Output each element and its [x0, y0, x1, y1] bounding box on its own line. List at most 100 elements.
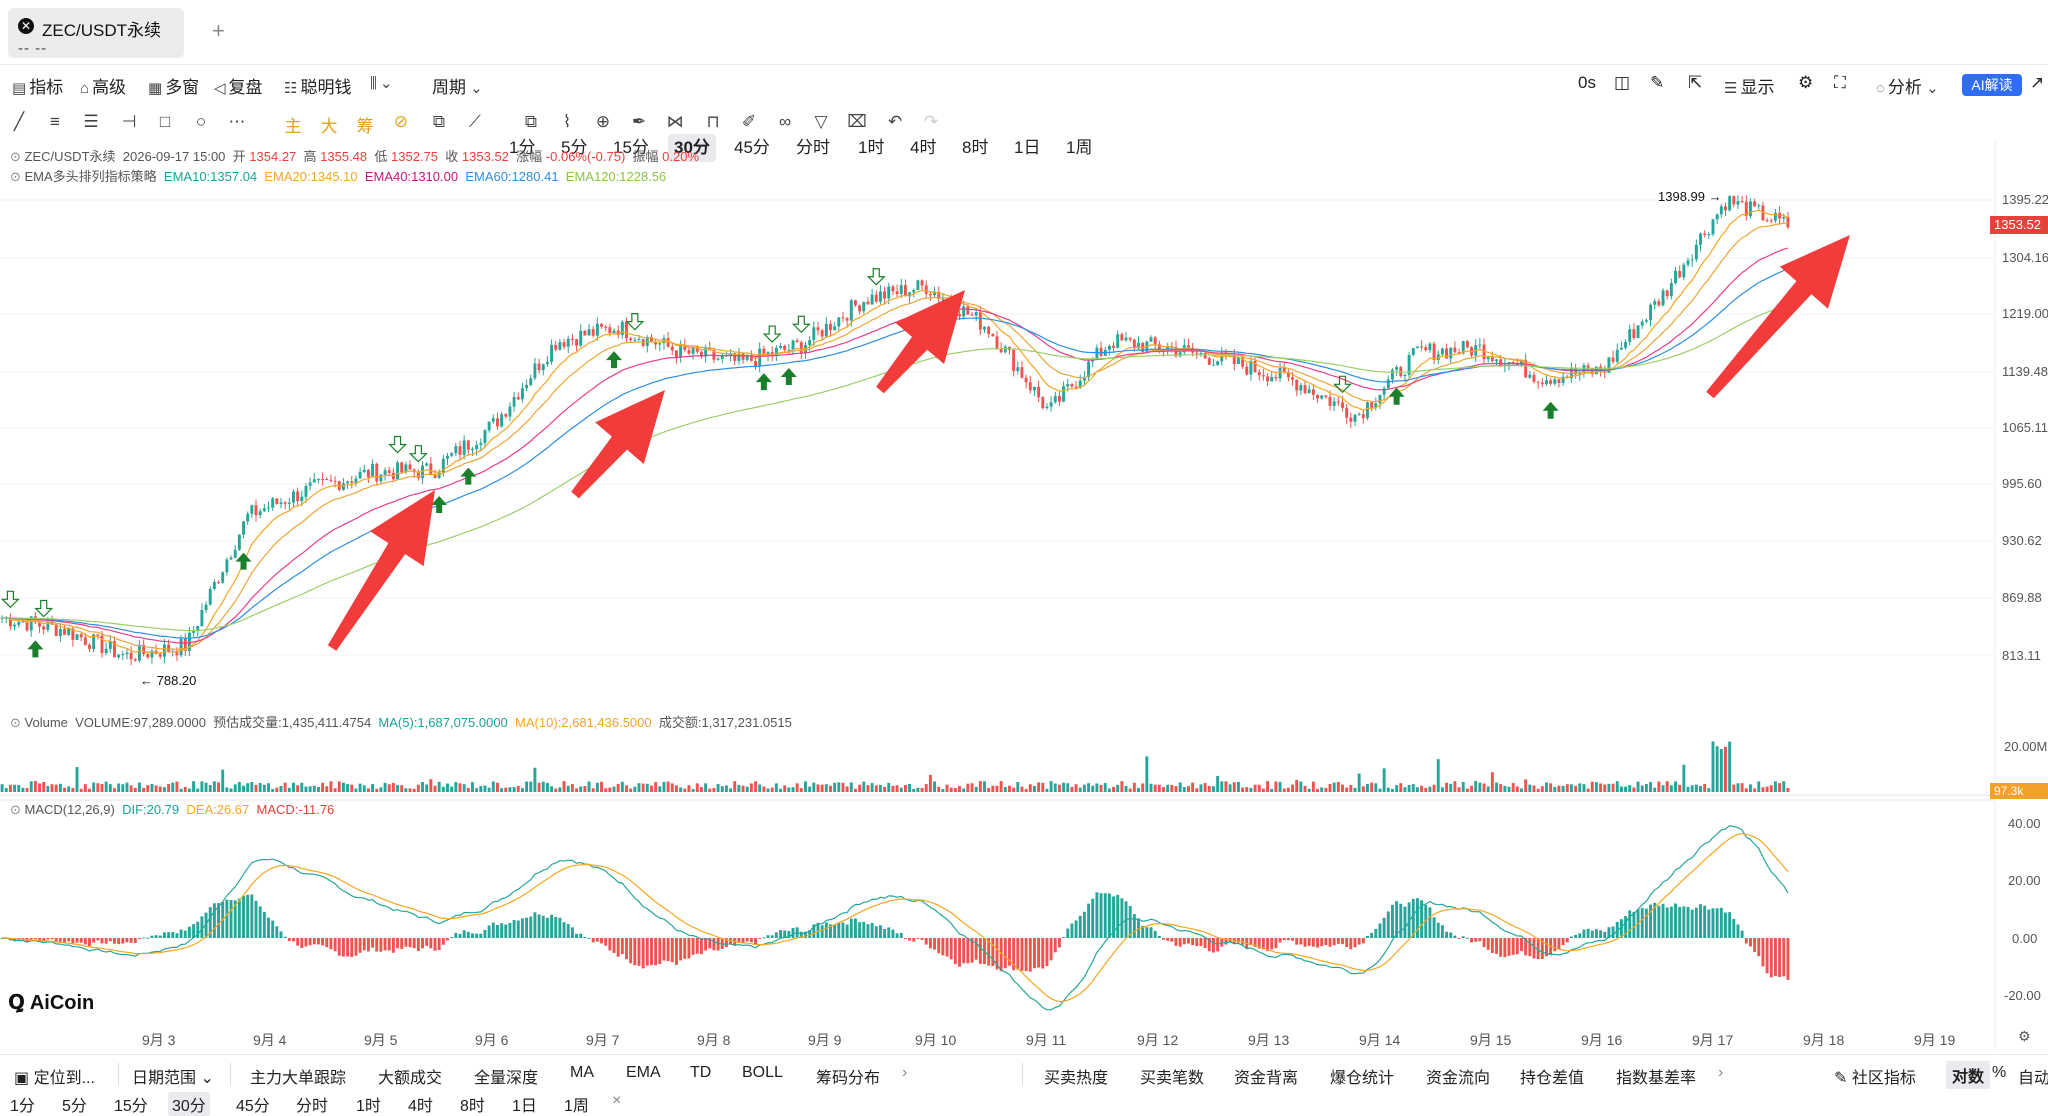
indicator-tab[interactable]: TD: [690, 1064, 712, 1081]
period-4h[interactable]: 4时: [910, 138, 937, 157]
fullscreen-icon[interactable]: ⛶: [1834, 73, 1846, 92]
percent-scale-toggle[interactable]: %: [1992, 1064, 2007, 1081]
ellipse-tool-icon[interactable]: ○: [195, 112, 207, 131]
period-30m[interactable]: 30分: [668, 134, 716, 162]
collapse-icon[interactable]: ⊙: [10, 169, 25, 184]
indicator-tab[interactable]: 大额成交: [378, 1070, 443, 1087]
more-tools-icon[interactable]: ⋯: [228, 112, 246, 131]
main-tool-icon[interactable]: 主: [284, 117, 302, 136]
undo-icon[interactable]: ↶: [887, 112, 903, 131]
period-dropdown[interactable]: 周期 ⌄: [432, 73, 486, 98]
period-15m[interactable]: 15分: [613, 138, 649, 157]
indicator-button[interactable]: ▤ 指标: [12, 73, 63, 98]
link-icon[interactable]: ∞: [778, 112, 792, 131]
period-1d[interactable]: 1日: [1014, 138, 1041, 157]
big-tool-icon[interactable]: 大: [320, 117, 338, 136]
chevron-right-icon[interactable]: ›: [1718, 1064, 1724, 1081]
close-tab-icon[interactable]: ✕: [18, 18, 34, 34]
candle-body: [275, 498, 279, 504]
smart-money-button[interactable]: ☷ 聪明钱: [284, 73, 351, 98]
period-45m[interactable]: 45分: [236, 1098, 270, 1115]
period-5m[interactable]: 5分: [561, 138, 588, 157]
period-1m[interactable]: 1分: [10, 1098, 35, 1115]
eraser-tool-icon[interactable]: ⊘: [393, 112, 409, 131]
chevron-right-icon[interactable]: ›: [902, 1064, 908, 1081]
camera-icon[interactable]: ◫: [1614, 73, 1631, 92]
rectangle-tool-icon[interactable]: □: [159, 112, 171, 131]
lock-icon[interactable]: ⊓: [706, 112, 720, 131]
period-4h[interactable]: 4时: [408, 1098, 433, 1115]
analysis-dropdown[interactable]: ◌ 分析 ⌄: [1876, 73, 1942, 98]
volume-bar: [583, 786, 587, 792]
chart-type-dropdown[interactable]: ⫼ ⌄: [370, 73, 395, 93]
collapse-icon[interactable]: ⊙: [10, 149, 25, 164]
indicator-tab[interactable]: MA: [570, 1064, 594, 1081]
data-tab[interactable]: 资金背离: [1234, 1070, 1299, 1087]
advanced-button[interactable]: ⌂ 高级: [80, 73, 126, 98]
volume-bar: [491, 781, 495, 792]
multi-window-button[interactable]: ▦ 多窗: [148, 73, 199, 98]
display-button[interactable]: ☰ 显示: [1724, 73, 1774, 98]
locate-button[interactable]: ▣ 定位到...: [14, 1064, 95, 1088]
log-scale-toggle[interactable]: 对数: [1946, 1061, 1991, 1089]
tab-zec-usdt[interactable]: ✕ ZEC/USDT永续 -- --: [8, 8, 184, 58]
period-1d[interactable]: 1日: [512, 1098, 537, 1115]
period-timeshare[interactable]: 分时: [296, 1098, 329, 1115]
trend-icon[interactable]: ↗: [2030, 73, 2045, 92]
period-8h[interactable]: 8时: [962, 138, 989, 157]
filter-icon[interactable]: ▽: [814, 112, 828, 131]
period-1w[interactable]: 1周: [1066, 138, 1093, 157]
data-tab[interactable]: 买卖热度: [1044, 1070, 1109, 1087]
volume-bar: [1028, 784, 1032, 792]
magnet-icon[interactable]: ⋈: [666, 112, 684, 131]
collapse-icon[interactable]: ⊙: [10, 715, 25, 730]
brush-tool-icon[interactable]: ⟋: [469, 112, 481, 131]
indicator-tab[interactable]: 筹码分布: [816, 1070, 881, 1087]
period-5m[interactable]: 5分: [62, 1098, 87, 1115]
period-1h[interactable]: 1时: [356, 1098, 381, 1115]
replay-button[interactable]: ◁ 复盘: [214, 73, 263, 98]
period-1w[interactable]: 1周: [564, 1098, 589, 1115]
data-tab[interactable]: 资金流向: [1426, 1070, 1491, 1087]
indicator-tab[interactable]: EMA: [626, 1064, 661, 1081]
layers-icon[interactable]: ⧉: [524, 112, 538, 131]
zoom-icon[interactable]: ⊕: [595, 112, 611, 131]
indicator-tab[interactable]: BOLL: [742, 1064, 783, 1081]
period-8h[interactable]: 8时: [460, 1098, 485, 1115]
data-tab[interactable]: 持仓差值: [1520, 1070, 1585, 1087]
line-tool-icon[interactable]: ╱: [13, 112, 25, 131]
collapse-icon[interactable]: ⊙: [10, 802, 25, 817]
hline-tool-icon[interactable]: ⊣: [121, 112, 137, 131]
data-tab[interactable]: 指数基差率: [1616, 1070, 1697, 1087]
period-45m[interactable]: 45分: [734, 138, 770, 157]
close-icon[interactable]: ×: [612, 1092, 622, 1109]
settings-icon[interactable]: ⚙: [2018, 1028, 2031, 1044]
period-30m[interactable]: 30分: [168, 1092, 210, 1116]
redo-icon[interactable]: ↷: [923, 112, 939, 131]
period-timeshare[interactable]: 分时: [796, 138, 830, 157]
parallel-tool-icon[interactable]: ≡: [50, 112, 60, 131]
indicator-tab[interactable]: 全量深度: [474, 1070, 539, 1087]
export-icon[interactable]: ⇱: [1688, 73, 1703, 92]
period-15m[interactable]: 15分: [114, 1098, 148, 1115]
trash-icon[interactable]: ⌧: [847, 112, 867, 131]
ruler-icon[interactable]: ⌇: [562, 112, 572, 131]
add-tab-button[interactable]: +: [212, 18, 225, 43]
indicator-tab[interactable]: 主力大单跟踪: [250, 1070, 347, 1087]
data-tab[interactable]: 买卖笔数: [1140, 1070, 1205, 1087]
settings-icon[interactable]: ⚙: [1798, 73, 1814, 92]
community-indicator-button[interactable]: ✎ 社区指标: [1834, 1064, 1916, 1088]
ai-interpret-button[interactable]: AI解读: [1962, 74, 2022, 96]
copy-tool-icon[interactable]: ⧉: [432, 112, 446, 131]
period-1m[interactable]: 1分: [509, 138, 536, 157]
marker-icon[interactable]: ✒: [631, 112, 647, 131]
data-tab[interactable]: 爆仓统计: [1330, 1070, 1395, 1087]
channel-tool-icon[interactable]: ☰: [83, 112, 99, 131]
period-1h[interactable]: 1时: [858, 138, 885, 157]
auto-scale-toggle[interactable]: 自动: [2018, 1070, 2048, 1087]
pencil-icon[interactable]: ✎: [1650, 73, 1665, 92]
edit-icon[interactable]: ✐: [741, 112, 757, 131]
chips-tool-icon[interactable]: 筹: [356, 117, 374, 136]
date-range-dropdown[interactable]: 日期范围 ⌄: [132, 1064, 214, 1088]
